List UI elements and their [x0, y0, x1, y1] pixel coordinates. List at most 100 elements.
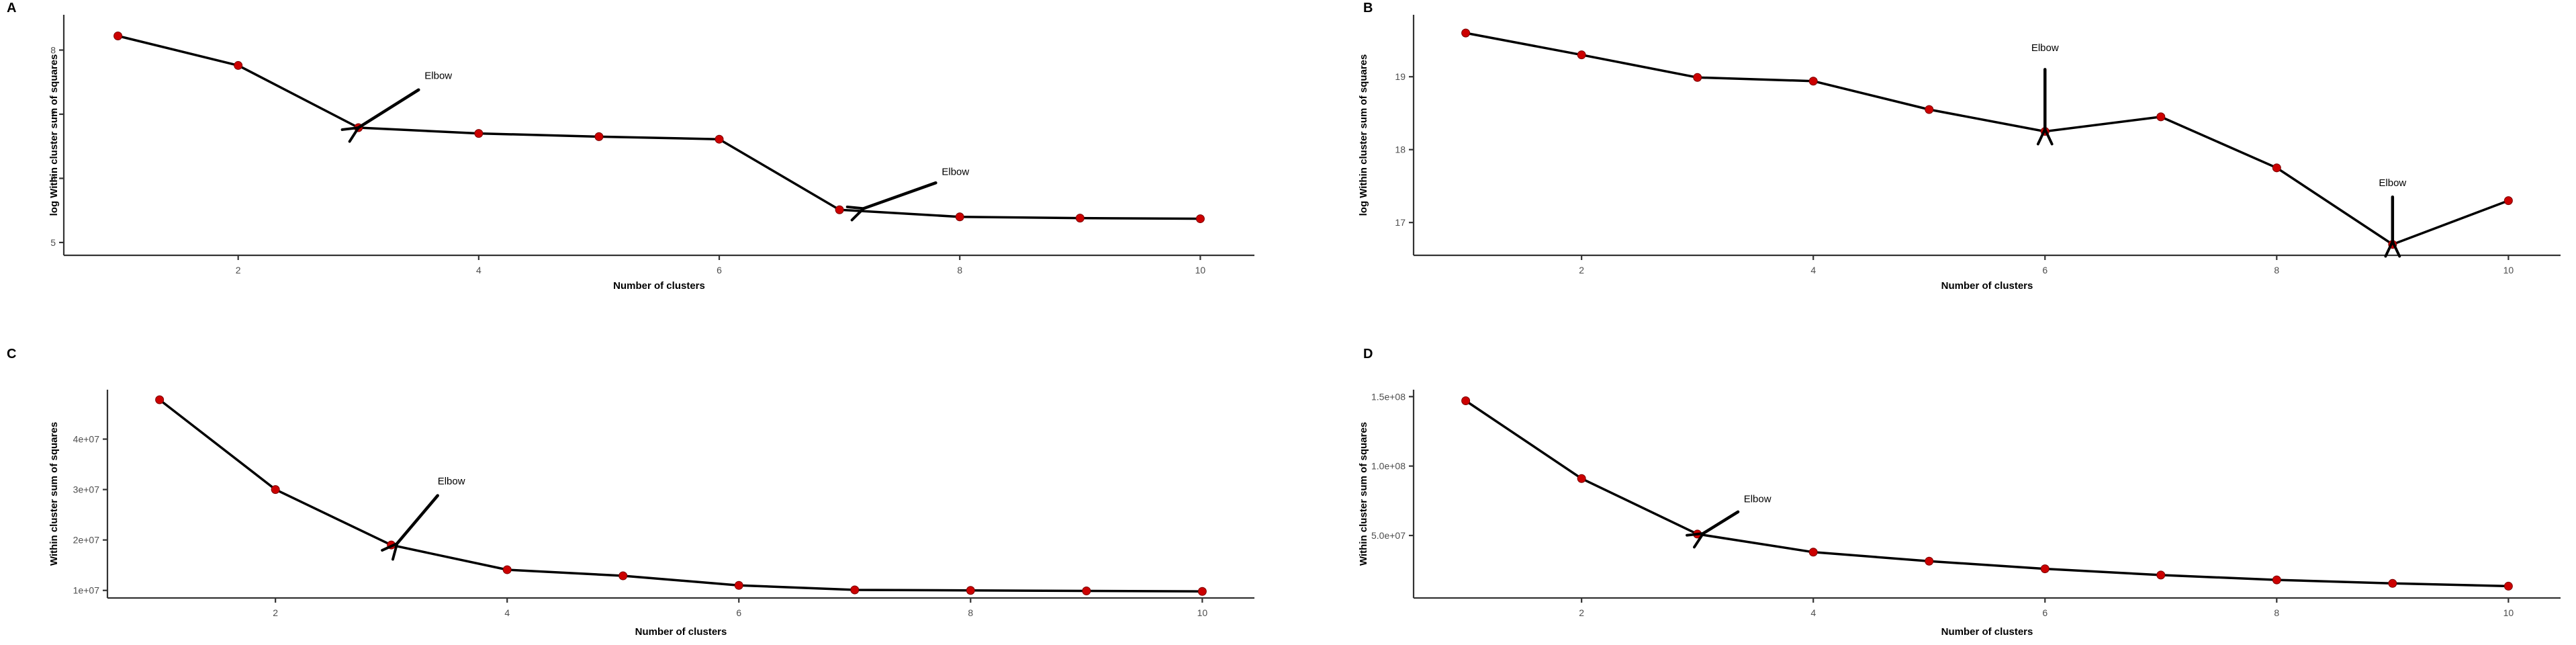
data-point: [1577, 50, 1586, 60]
y-tick-label: 8: [50, 45, 56, 56]
data-point: [387, 540, 396, 550]
data-point: [1693, 529, 1702, 539]
series-line: [1465, 32, 2510, 246]
x-tick-label: 8: [2274, 607, 2279, 618]
y-axis-title: Within cluster sum of squares: [1358, 422, 1369, 566]
data-point: [234, 60, 243, 70]
x-tick-label: 2: [1579, 607, 1584, 618]
data-point: [618, 571, 628, 580]
y-tick-label: 4e+07: [73, 434, 100, 445]
x-tick-label: 4: [1810, 607, 1816, 618]
data-point: [850, 585, 860, 595]
elbow-arrow: [864, 181, 937, 208]
panel-tag: B: [1363, 1, 1373, 15]
data-point: [1075, 214, 1085, 223]
x-axis-title: Number of clusters: [1941, 280, 2033, 292]
x-tick-label: 6: [2042, 607, 2048, 618]
y-tick-label: 7: [50, 109, 56, 120]
data-point: [594, 132, 604, 141]
x-tick-label: 10: [2503, 265, 2514, 275]
y-tick-label: 2e+07: [73, 535, 100, 546]
y-tick-label: 1e+07: [73, 585, 100, 596]
elbow-label: Elbow: [2379, 177, 2406, 189]
x-tick-label: 2: [1579, 265, 1584, 275]
data-point: [271, 485, 280, 494]
data-point: [955, 212, 964, 222]
data-point: [2503, 581, 2513, 591]
elbow-label: Elbow: [941, 167, 969, 178]
data-point: [155, 395, 165, 404]
data-point: [1925, 556, 1934, 566]
x-tick-label: 4: [1810, 265, 1816, 275]
y-tick-label: 5: [50, 237, 56, 248]
data-point: [1808, 548, 1818, 557]
data-point: [1461, 28, 1471, 38]
data-point: [734, 580, 743, 590]
data-point: [2156, 112, 2166, 122]
data-point: [2388, 578, 2397, 588]
x-axis-title: Number of clusters: [1941, 626, 2033, 638]
elbow-arrow: [359, 88, 420, 128]
x-tick-label: 10: [2503, 607, 2514, 618]
data-point: [2272, 163, 2281, 173]
x-axis-title: Number of clusters: [613, 280, 705, 292]
data-point: [2272, 575, 2281, 585]
series-line: [118, 34, 1201, 220]
panel-a: A 2 4 6 8 10 5 6 7 8 Number of clusters log Within …: [7, 1, 1254, 292]
data-point: [2503, 196, 2513, 206]
panel-b: B 2 4 6 8 10 17 18 19 Number of clusters log Withi…: [1358, 1, 2561, 292]
x-tick-label: 8: [968, 607, 973, 618]
y-tick-label: 19: [1395, 71, 1406, 82]
y-tick-label: 6: [50, 173, 56, 183]
data-point: [966, 586, 975, 595]
data-point: [1461, 396, 1471, 406]
data-point: [474, 129, 484, 138]
x-tick-label: 2: [236, 265, 241, 275]
elbow-arrow: [1703, 510, 1740, 533]
panel-tag: A: [7, 1, 16, 15]
series-line: [158, 398, 1203, 593]
x-tick-label: 4: [476, 265, 481, 275]
elbow-arrow: [397, 494, 439, 544]
x-tick-label: 10: [1195, 265, 1206, 275]
x-tick-label: 6: [736, 607, 741, 618]
x-tick-label: 6: [717, 265, 722, 275]
y-axis-title: Within cluster sum of squares: [48, 422, 60, 566]
data-point: [1808, 77, 1818, 86]
elbow-label: Elbow: [2031, 42, 2059, 54]
x-tick-label: 10: [1197, 607, 1208, 618]
data-point: [835, 205, 844, 214]
panel-tag: D: [1363, 347, 1373, 361]
y-axis-title: log Within cluster sum of squares: [48, 54, 60, 216]
data-point: [2040, 564, 2050, 574]
data-point: [1082, 586, 1091, 595]
data-point: [1925, 105, 1934, 114]
data-point: [1577, 474, 1586, 483]
panel-c: C 2 4 6 8 10 1e+07 2e+07 3e+07 4e+07 Number of clu…: [7, 347, 1254, 638]
y-tick-label: 3e+07: [73, 484, 100, 495]
data-point: [1693, 73, 1702, 82]
elbow-label: Elbow: [424, 70, 452, 81]
data-point: [1197, 587, 1207, 596]
panel-tag: C: [7, 347, 16, 361]
y-axis-title: log Within cluster sum of squares: [1358, 54, 1369, 216]
y-tick-label: 1.0e+08: [1371, 461, 1406, 472]
y-tick-label: 1.5e+08: [1371, 391, 1406, 402]
x-tick-label: 2: [273, 607, 278, 618]
series-line: [1465, 400, 2509, 588]
data-point: [502, 565, 512, 574]
data-point: [113, 32, 123, 41]
y-tick-label: 5.0e+07: [1371, 530, 1406, 541]
x-tick-label: 4: [504, 607, 510, 618]
x-tick-label: 8: [2274, 265, 2279, 275]
data-point: [715, 134, 724, 144]
y-tick-label: 18: [1395, 144, 1406, 155]
x-tick-label: 8: [957, 265, 962, 275]
x-axis-title: Number of clusters: [635, 626, 727, 638]
x-tick-label: 6: [2042, 265, 2048, 275]
data-point: [1195, 214, 1205, 224]
panel-d: D 2 4 6 8 10 5.0e+07 1.0e+08 1.5e+08 Number of cl…: [1358, 347, 2561, 638]
data-point: [2156, 570, 2166, 580]
elbow-label: Elbow: [1744, 493, 1772, 505]
